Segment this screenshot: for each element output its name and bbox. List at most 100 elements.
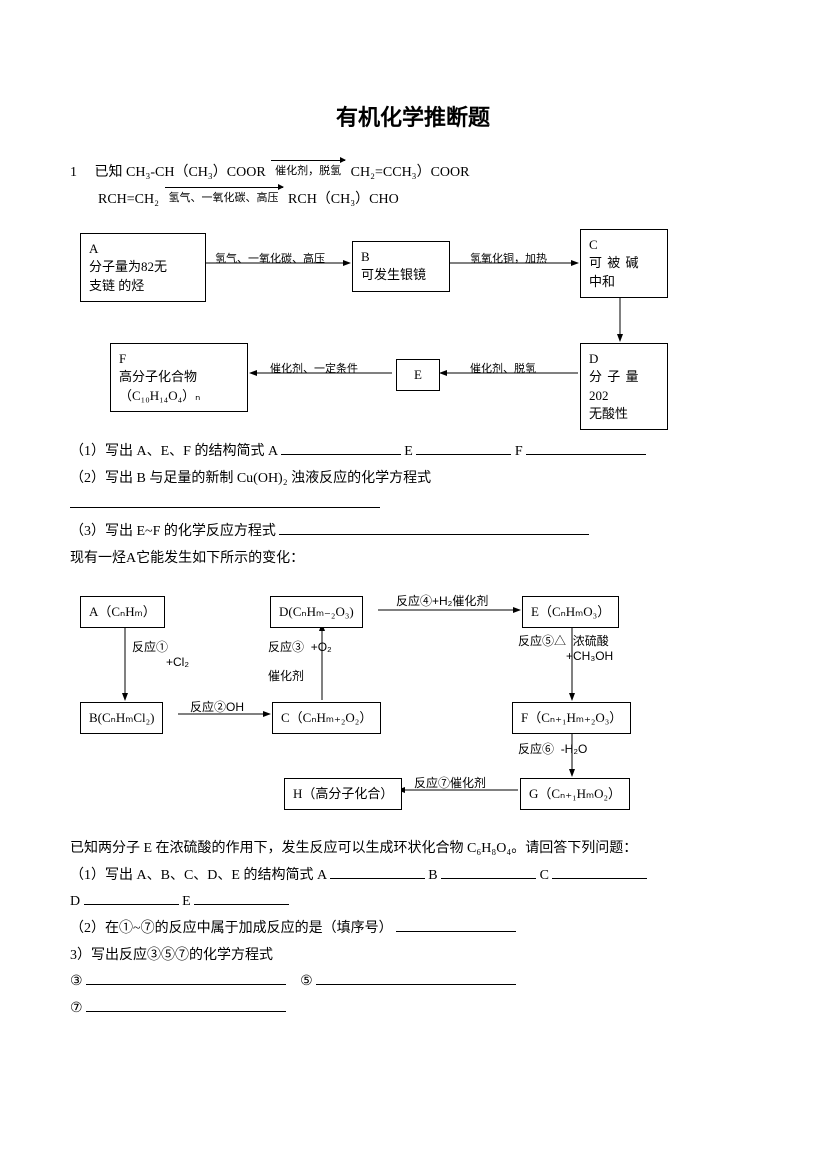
q2-p2: （2）在①~⑦的反应中属于加成反应的是（填序号） bbox=[70, 916, 756, 943]
label-bc: 氢氧化铜，加热 bbox=[470, 253, 547, 266]
box-b-line2: 可发生银镜 bbox=[361, 266, 441, 284]
box-b2: B(CₙHₘCl₂) bbox=[80, 702, 163, 734]
label-r4: 反应④+H₂催化剂 bbox=[396, 594, 488, 608]
box-a2: A（CₙHₘ） bbox=[80, 596, 165, 628]
r5-text: 反应⑤△ bbox=[518, 634, 566, 648]
label-r3: 反应③ +O₂ 催化剂 bbox=[268, 640, 332, 683]
box-e: E bbox=[396, 359, 440, 391]
connectors bbox=[70, 582, 756, 822]
box-a-line1: A bbox=[89, 240, 197, 258]
q1-eq2-right: RCH（CH₃）CHO bbox=[288, 192, 399, 207]
box-c-line3: 中和 bbox=[589, 273, 659, 291]
q1-p3: （3）写出 E~F 的化学反应方程式 bbox=[70, 519, 756, 546]
blank[interactable] bbox=[84, 890, 179, 905]
r3c-text: 催化剂 bbox=[268, 669, 304, 683]
blank[interactable] bbox=[441, 864, 536, 879]
q1-eq1-right: CH₂=CCH₃）COOR bbox=[351, 165, 470, 180]
box-e2: E（CₙHₘO₃） bbox=[522, 596, 619, 628]
box-f2: F（Cₙ₊₁Hₘ₊₂O₃） bbox=[512, 702, 631, 734]
box-g2: G（Cₙ₊₁HₘO₂） bbox=[520, 778, 630, 810]
label-r5: 反应⑤△ 浓硫酸 +CH₃OH bbox=[518, 634, 613, 663]
r1b-text: +Cl₂ bbox=[132, 655, 189, 669]
r6-text: 反应⑥ bbox=[518, 742, 554, 756]
box-f: F 高分子化合物 （C₁₀H₁₄O₄）ₙ bbox=[110, 343, 248, 412]
q1-eq2: RCH=CH₂ 氢气、一氧化碳、高压 RCH（CH₃）CHO bbox=[70, 187, 756, 214]
box-b-line1: B bbox=[361, 248, 441, 266]
box-d: D 分 子 量 202 无酸性 bbox=[580, 343, 668, 430]
r3-text: 反应③ bbox=[268, 640, 304, 654]
box-h2: H（高分子化合） bbox=[284, 778, 402, 810]
blank[interactable] bbox=[316, 970, 516, 985]
blank[interactable] bbox=[86, 970, 286, 985]
box-c: C 可 被 碱 中和 bbox=[580, 229, 668, 298]
blank[interactable] bbox=[396, 917, 516, 932]
blank[interactable] bbox=[86, 997, 286, 1012]
q1-eq1: 1 已知 CH₃-CH（CH₃）COOR 催化剂，脱氢 CH₂=CCH₃）COO… bbox=[70, 160, 756, 187]
box-a: A 分子量为82无 支链 的烃 bbox=[80, 233, 206, 302]
label-r2: 反应②OH bbox=[190, 700, 244, 714]
q1-p1-f: F bbox=[515, 444, 523, 459]
blank[interactable] bbox=[70, 493, 380, 508]
box-d-line1: D bbox=[589, 350, 659, 368]
blank[interactable] bbox=[526, 440, 646, 455]
q2-p1-d: D bbox=[70, 894, 80, 909]
q2-intro: 现有一烃A它能发生如下所示的变化： bbox=[70, 546, 756, 573]
label-de: 催化剂、脱氢 bbox=[470, 363, 536, 376]
page-title: 有机化学推断题 bbox=[70, 100, 756, 132]
r1-text: 反应① bbox=[132, 640, 168, 654]
q1-number: 1 bbox=[70, 165, 77, 180]
box-d-line3: 202 bbox=[589, 387, 659, 405]
blank[interactable] bbox=[194, 890, 289, 905]
r5b-text: 浓硫酸 bbox=[573, 634, 609, 648]
q2-p3-line1: ③ ⑤ bbox=[70, 969, 756, 996]
r5c-text: +CH₃OH bbox=[518, 649, 613, 663]
q1-eq2-left: RCH=CH₂ bbox=[98, 192, 159, 207]
arrow-icon: 催化剂，脱氢 bbox=[271, 160, 345, 182]
q2-p1-line2: D E bbox=[70, 889, 756, 916]
blank[interactable] bbox=[281, 440, 401, 455]
q1-p1-a: （1）写出 A、E、F 的结构简式 A bbox=[70, 444, 277, 459]
page: 有机化学推断题 1 已知 CH₃-CH（CH₃）COOR 催化剂，脱氢 CH₂=… bbox=[0, 0, 826, 1082]
q2-diagram: A（CₙHₘ） B(CₙHₘCl₂) C（CₙHₘ₊₂O₂） D(CₙHₘ₋₂O… bbox=[70, 582, 756, 822]
q1-eq2-cond: 氢气、一氧化碳、高压 bbox=[169, 192, 279, 204]
q2-p3: 3）写出反应③⑤⑦的化学方程式 bbox=[70, 943, 756, 970]
box-f-line1: F bbox=[119, 350, 239, 368]
box-c2: C（CₙHₘ₊₂O₂） bbox=[272, 702, 381, 734]
label-r1: 反应① +Cl₂ bbox=[132, 640, 189, 669]
q2-p1-e: E bbox=[182, 894, 191, 909]
blank[interactable] bbox=[330, 864, 425, 879]
box-d2: D(CₙHₘ₋₂O₃) bbox=[270, 596, 363, 628]
q1-p1: （1）写出 A、E、F 的结构简式 A E F bbox=[70, 439, 756, 466]
box-b: B 可发生银镜 bbox=[352, 241, 450, 291]
q2-p1-a: （1）写出 A、B、C、D、E 的结构简式 A bbox=[70, 868, 326, 883]
r3b-text: +O₂ bbox=[311, 640, 332, 654]
box-d-line4: 无酸性 bbox=[589, 405, 659, 423]
blank[interactable] bbox=[279, 520, 589, 535]
box-a-line2: 分子量为82无 bbox=[89, 258, 197, 276]
box-c-line2: 可 被 碱 bbox=[589, 254, 659, 272]
box-c-line1: C bbox=[589, 236, 659, 254]
q1-p2: （2）写出 B 与足量的新制 Cu(OH)₂ 浊液反应的化学方程式 bbox=[70, 466, 756, 493]
q2-p1-line1: （1）写出 A、B、C、D、E 的结构简式 A B C bbox=[70, 863, 756, 890]
q2-p3-line2: ⑦ bbox=[70, 996, 756, 1023]
q1-p2-blank bbox=[70, 492, 756, 519]
arrow-icon: 氢气、一氧化碳、高压 bbox=[165, 187, 283, 209]
circ3: ③ bbox=[70, 974, 83, 989]
q2-p1-b: B bbox=[428, 868, 437, 883]
q1-p1-e: E bbox=[404, 444, 413, 459]
blank[interactable] bbox=[416, 440, 511, 455]
box-f-line3: （C₁₀H₁₄O₄）ₙ bbox=[119, 387, 239, 405]
q2-p2-text: （2）在①~⑦的反应中属于加成反应的是（填序号） bbox=[70, 921, 393, 936]
q1-diagram: A 分子量为82无 支链 的烃 氢气、一氧化碳、高压 B 可发生银镜 氢氧化铜，… bbox=[70, 223, 756, 433]
q1-p3-text: （3）写出 E~F 的化学反应方程式 bbox=[70, 524, 276, 539]
q2-p1-c: C bbox=[540, 868, 549, 883]
r6b-text: -H₂O bbox=[561, 742, 588, 756]
box-f-line2: 高分子化合物 bbox=[119, 368, 239, 386]
q1-eq1-cond: 催化剂，脱氢 bbox=[275, 165, 341, 177]
circ5: ⑤ bbox=[300, 974, 313, 989]
label-ab: 氢气、一氧化碳、高压 bbox=[215, 253, 325, 266]
blank[interactable] bbox=[552, 864, 647, 879]
q1-eq1-left: 已知 CH₃-CH（CH₃）COOR bbox=[95, 165, 266, 180]
label-r6: 反应⑥ -H₂O bbox=[518, 742, 587, 756]
label-ef: 催化剂、一定条件 bbox=[270, 363, 358, 376]
